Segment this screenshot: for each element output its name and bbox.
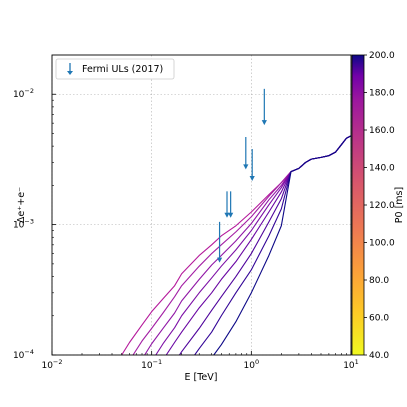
upper-limit-arrowhead <box>261 120 267 126</box>
upper-limit-arrowhead <box>224 212 230 218</box>
legend: Fermi ULs (2017) <box>55 58 175 80</box>
model-curves <box>121 135 351 355</box>
series-line-p0-60 <box>132 135 351 355</box>
x-axis-label: E [TeV] <box>185 372 218 383</box>
upper-limit-markers <box>216 88 267 263</box>
upper-limit-arrowhead <box>243 164 249 170</box>
grid-lines <box>51 55 352 356</box>
y-axis-label: Δe⁺+e⁻ <box>16 187 27 223</box>
legend-ul-label: Fermi ULs (2017) <box>82 64 163 75</box>
colorbar-tick-label: 80.0 <box>369 276 389 286</box>
colorbar-tick-label: 40.0 <box>369 351 389 361</box>
legend-ul-arrowhead <box>67 71 73 75</box>
upper-limit-arrowhead <box>216 257 223 263</box>
upper-limit-arrowhead <box>249 175 255 181</box>
x-tick-label: 100 <box>244 358 260 371</box>
colorbar-ticks: 40.0 60.0 80.0 100.0 120.0 140.0 160.0 180.0 200… <box>364 51 395 361</box>
plot-frame <box>51 54 352 356</box>
colorbar-tick-label: 200.0 <box>369 51 395 61</box>
colorbar-label: P0 [ms] <box>394 187 405 223</box>
colorbar: 40.0 60.0 80.0 100.0 120.0 140.0 160.0 180.0 200… <box>351 51 405 361</box>
series-line-p0-120 <box>165 135 351 355</box>
series-line-p0-100 <box>155 135 351 355</box>
y-tick-label: 10−4 <box>13 348 34 361</box>
legend-box <box>55 58 175 80</box>
colorbar-tick-label: 120.0 <box>369 201 395 211</box>
colorbar-tick-label: 60.0 <box>369 314 389 324</box>
x-tick-label: 10−2 <box>41 358 62 371</box>
colorbar-tick-label: 140.0 <box>369 164 395 174</box>
x-tick-label: 101 <box>343 358 359 371</box>
y-tick-label: 10−2 <box>13 87 34 100</box>
upper-limit-arrowhead <box>228 212 234 218</box>
colorbar-gradient <box>351 54 365 356</box>
colorbar-tick-label: 100.0 <box>369 239 395 249</box>
colorbar-tick-label: 160.0 <box>369 126 395 136</box>
colorbar-tick-label: 180.0 <box>369 89 395 99</box>
series-line-p0-140 <box>178 135 351 355</box>
x-tick-label: 10−1 <box>141 358 162 371</box>
series-line-p0-200 <box>213 135 351 355</box>
